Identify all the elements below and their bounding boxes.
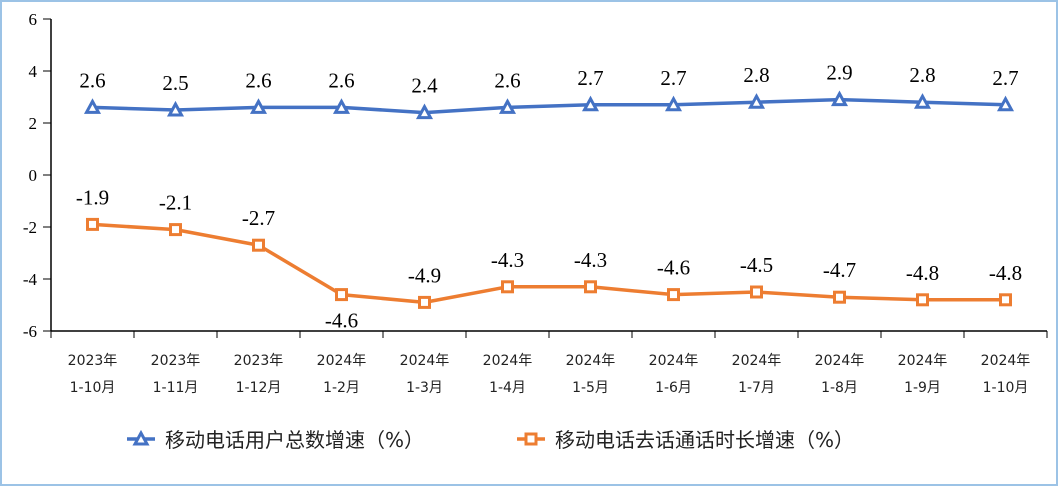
y-tick-label: 2 (29, 114, 38, 133)
data-label: -4.5 (740, 253, 773, 277)
data-point (415, 103, 434, 120)
data-label: -4.7 (823, 258, 856, 282)
data-label: -1.9 (76, 185, 109, 209)
x-tick-label: 2024年 (981, 353, 1031, 369)
data-point (169, 223, 182, 237)
data-label: 2.9 (826, 61, 852, 85)
legend-label: 移动电话用户总数增速（%） (165, 428, 424, 452)
data-label: 2.7 (660, 66, 686, 90)
data-label: -4.9 (408, 263, 441, 287)
data-label: -4.3 (574, 248, 607, 272)
data-point (584, 280, 597, 294)
data-point (750, 285, 763, 299)
data-point (249, 98, 268, 114)
data-label: -2.1 (159, 191, 192, 215)
data-point (252, 238, 265, 252)
x-tick-label: 1-8月 (821, 380, 858, 396)
data-label: 2.5 (162, 71, 188, 95)
data-point (996, 95, 1015, 112)
x-tick-label: 2023年 (68, 353, 118, 369)
data-point (166, 100, 185, 117)
y-tick-label: -6 (23, 322, 37, 341)
data-point (83, 98, 102, 114)
data-point (501, 280, 514, 294)
data-label: 2.6 (494, 68, 520, 92)
legend-marker (132, 429, 150, 446)
y-tick-label: 0 (29, 166, 38, 185)
series-line-0 (92, 97, 1006, 115)
data-point (999, 293, 1012, 307)
data-point (664, 95, 683, 112)
y-tick-label: -2 (23, 218, 37, 237)
series-line-1 (92, 222, 1006, 305)
data-label: 2.6 (328, 68, 354, 92)
data-point (833, 290, 846, 304)
data-label: -4.6 (325, 309, 358, 333)
x-tick-label: 1-3月 (406, 380, 443, 396)
data-point (667, 288, 680, 302)
x-tick-label: 2024年 (317, 353, 367, 369)
y-tick-label: -4 (23, 270, 38, 289)
data-point (418, 295, 431, 309)
data-label: -4.8 (989, 261, 1022, 285)
data-point (335, 288, 348, 302)
x-tick-label: 1-5月 (572, 380, 609, 396)
x-tick-label: 1-12月 (236, 380, 282, 396)
data-label: -4.6 (657, 256, 690, 280)
x-tick-label: 2024年 (732, 353, 782, 369)
data-label: 2.6 (79, 68, 105, 92)
x-tick-label: 1-7月 (738, 380, 775, 396)
data-label: 2.8 (909, 63, 935, 87)
data-label: 2.8 (743, 63, 769, 87)
data-point (498, 98, 517, 114)
x-tick-label: 1-4月 (489, 380, 526, 396)
data-label: 2.7 (992, 66, 1018, 90)
data-point (747, 93, 766, 109)
x-tick-label: 1-2月 (323, 380, 360, 396)
x-tick-label: 2024年 (566, 353, 616, 369)
data-label: 2.7 (577, 66, 603, 90)
x-tick-label: 2024年 (898, 353, 948, 369)
x-tick-label: 2024年 (649, 353, 699, 369)
legend-label: 移动电话去话通话时长增速（%） (555, 428, 854, 452)
x-tick-label: 1-11月 (153, 380, 199, 396)
data-point (916, 293, 929, 307)
x-tick-label: 2024年 (483, 353, 533, 369)
y-tick-label: 4 (29, 62, 38, 81)
data-label: 2.4 (411, 74, 438, 98)
data-point (332, 98, 351, 114)
legend-marker (524, 432, 538, 446)
data-label: -4.3 (491, 248, 524, 272)
x-tick-label: 1-10月 (70, 380, 116, 396)
data-label: -4.8 (906, 261, 939, 285)
data-label: 2.6 (245, 68, 271, 92)
x-tick-label: 2024年 (815, 353, 865, 369)
data-point (86, 217, 99, 231)
data-point (913, 93, 932, 109)
y-tick-label: 6 (29, 10, 38, 29)
data-point (830, 90, 849, 107)
x-tick-label: 2023年 (151, 353, 201, 369)
x-tick-label: 1-6月 (655, 380, 692, 396)
data-point (581, 95, 600, 112)
x-tick-label: 2024年 (400, 353, 450, 369)
data-label: -2.7 (242, 206, 275, 230)
x-tick-label: 2023年 (234, 353, 284, 369)
x-tick-label: 1-9月 (904, 380, 941, 396)
x-tick-label: 1-10月 (983, 380, 1029, 396)
